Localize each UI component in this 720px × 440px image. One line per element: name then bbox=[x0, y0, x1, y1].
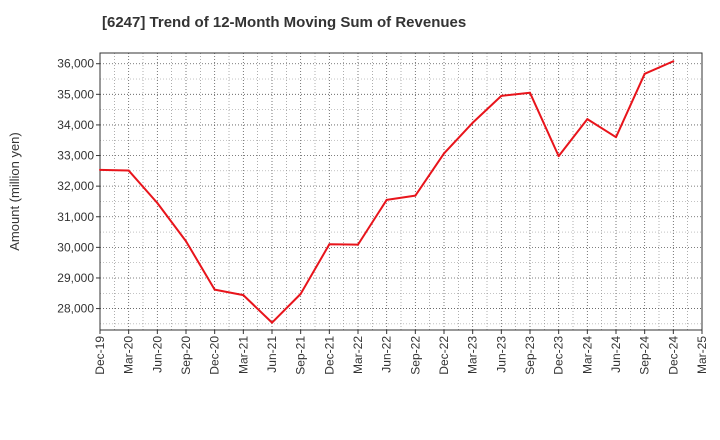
x-tick-label: Mar-25 bbox=[695, 336, 709, 374]
y-tick-label: 28,000 bbox=[57, 302, 94, 316]
x-tick-label: Dec-24 bbox=[666, 336, 680, 375]
data-point bbox=[385, 198, 388, 201]
x-tick-label: Jun-24 bbox=[609, 336, 623, 373]
y-tick-label: 34,000 bbox=[57, 118, 94, 132]
x-tick-label: Mar-20 bbox=[122, 336, 136, 374]
x-tick-label: Dec-20 bbox=[208, 336, 222, 375]
data-point bbox=[615, 136, 617, 139]
data-point bbox=[271, 321, 273, 324]
x-tick-label: Dec-21 bbox=[322, 336, 336, 375]
x-tick-label: Dec-19 bbox=[93, 336, 107, 375]
x-tick-label: Sep-20 bbox=[179, 336, 193, 375]
data-point bbox=[185, 240, 187, 243]
data-point bbox=[357, 243, 359, 246]
x-tick-label: Jun-20 bbox=[150, 336, 164, 373]
y-tick-label: 31,000 bbox=[57, 210, 94, 224]
data-point bbox=[156, 201, 159, 204]
data-point bbox=[643, 72, 646, 75]
data-point bbox=[529, 91, 531, 94]
data-point bbox=[299, 292, 302, 295]
data-point bbox=[242, 294, 245, 297]
y-tick-label: 32,000 bbox=[57, 179, 94, 193]
data-point bbox=[672, 60, 675, 63]
x-tick-label: Mar-24 bbox=[580, 336, 594, 374]
data-point bbox=[557, 155, 560, 158]
x-tick-label: Sep-22 bbox=[408, 336, 422, 375]
x-tick-label: Jun-23 bbox=[494, 336, 508, 373]
x-tick-label: Mar-22 bbox=[351, 336, 365, 374]
y-tick-label: 30,000 bbox=[57, 240, 94, 254]
y-tick-label: 33,000 bbox=[57, 149, 94, 163]
data-point bbox=[586, 118, 589, 121]
plot-frame bbox=[99, 52, 703, 331]
x-tick-label: Jun-22 bbox=[380, 336, 394, 373]
y-tick-label: 35,000 bbox=[57, 87, 94, 101]
x-tick-label: Sep-21 bbox=[294, 336, 308, 375]
data-point bbox=[414, 194, 417, 197]
x-tick-label: Mar-21 bbox=[236, 336, 250, 374]
data-point bbox=[213, 288, 216, 291]
data-point bbox=[500, 94, 503, 97]
y-tick-label: 29,000 bbox=[57, 271, 94, 285]
x-tick-label: Sep-23 bbox=[523, 336, 537, 375]
x-tick-label: Jun-21 bbox=[265, 336, 279, 373]
x-tick-label: Mar-23 bbox=[466, 336, 480, 374]
data-point bbox=[471, 121, 474, 124]
data-point bbox=[443, 152, 445, 155]
chart-title: [6247] Trend of 12-Month Moving Sum of R… bbox=[102, 14, 467, 31]
x-tick-label: Sep-24 bbox=[638, 336, 652, 375]
x-tick-label: Dec-22 bbox=[437, 336, 451, 375]
data-point bbox=[328, 243, 331, 246]
data-point bbox=[99, 168, 101, 171]
y-tick-label: 36,000 bbox=[57, 57, 94, 71]
data-point bbox=[127, 169, 130, 172]
y-axis-label: Amount (million yen) bbox=[7, 132, 22, 251]
x-tick-label: Dec-23 bbox=[552, 336, 566, 375]
